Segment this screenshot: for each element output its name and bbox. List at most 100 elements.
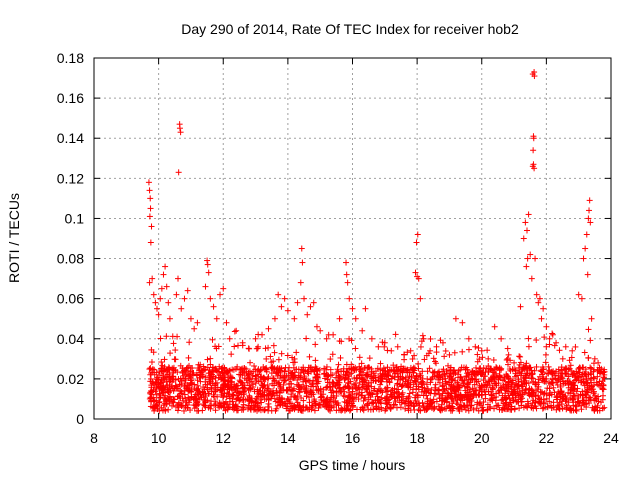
data-point — [187, 315, 194, 322]
data-point — [433, 360, 440, 367]
data-point — [405, 395, 412, 402]
data-point — [543, 323, 550, 330]
data-point — [401, 351, 408, 358]
data-point — [504, 355, 511, 362]
data-point — [594, 381, 601, 388]
data-point — [559, 370, 566, 377]
data-point — [562, 370, 569, 377]
data-point — [332, 398, 339, 405]
data-point — [451, 389, 458, 396]
data-point — [281, 377, 288, 384]
data-point — [518, 368, 525, 375]
data-point — [323, 335, 330, 342]
data-point — [591, 355, 598, 362]
data-point — [283, 372, 290, 379]
data-point — [433, 398, 440, 405]
data-point — [246, 368, 253, 375]
data-point — [191, 405, 198, 412]
data-point — [181, 387, 188, 394]
data-point — [473, 376, 480, 383]
data-point — [370, 377, 377, 384]
data-point — [319, 401, 326, 408]
data-point — [333, 374, 340, 381]
data-point — [394, 343, 401, 350]
data-point — [433, 349, 440, 356]
data-point — [522, 386, 529, 393]
data-point — [394, 394, 401, 401]
data-point — [598, 380, 605, 387]
data-point — [298, 407, 305, 414]
data-point — [237, 396, 244, 403]
data-point — [459, 397, 466, 404]
x-tick-label: 10 — [151, 430, 167, 446]
data-point — [147, 389, 154, 396]
data-point — [468, 402, 475, 409]
data-point — [204, 364, 211, 371]
data-point — [266, 403, 273, 410]
data-point — [521, 364, 528, 371]
data-point — [476, 356, 483, 363]
data-point — [161, 395, 168, 402]
data-point — [351, 382, 358, 389]
data-point — [147, 195, 154, 202]
data-point — [313, 323, 320, 330]
data-point — [532, 392, 539, 399]
data-point — [233, 327, 240, 334]
data-point — [392, 398, 399, 405]
data-point — [186, 339, 193, 346]
data-point — [358, 360, 365, 367]
data-point — [474, 351, 481, 358]
data-point — [291, 315, 298, 322]
data-point — [178, 388, 185, 395]
data-point — [512, 367, 519, 374]
data-point — [226, 335, 233, 342]
data-point — [390, 402, 397, 409]
data-point — [575, 377, 582, 384]
data-point — [254, 407, 261, 414]
data-point — [476, 386, 483, 393]
data-point — [150, 349, 157, 356]
data-point — [557, 394, 564, 401]
data-point — [388, 387, 395, 394]
data-point — [417, 295, 424, 302]
data-point — [516, 405, 523, 412]
data-point — [510, 391, 517, 398]
data-point — [439, 390, 446, 397]
data-point — [240, 389, 247, 396]
data-point — [284, 352, 291, 359]
data-point — [530, 147, 537, 154]
data-point — [220, 382, 227, 389]
data-point — [353, 390, 360, 397]
data-point — [425, 350, 432, 357]
data-point — [217, 386, 224, 393]
data-point — [175, 275, 182, 282]
data-point — [265, 325, 272, 332]
data-point — [407, 399, 414, 406]
data-point — [411, 402, 418, 409]
data-point — [543, 375, 550, 382]
data-point — [268, 364, 275, 371]
data-point — [336, 373, 343, 380]
data-point — [232, 365, 239, 372]
data-point — [540, 305, 547, 312]
data-point — [526, 392, 533, 399]
y-tick-label: 0.14 — [57, 130, 84, 146]
data-point — [558, 401, 565, 408]
data-point — [549, 371, 556, 378]
data-point — [362, 381, 369, 388]
data-point — [459, 319, 466, 326]
data-point — [478, 402, 485, 409]
data-point — [541, 334, 548, 341]
data-point — [532, 393, 539, 400]
data-point — [163, 401, 170, 408]
data-point — [205, 404, 212, 411]
data-point — [186, 362, 193, 369]
data-point — [182, 375, 189, 382]
data-point — [577, 373, 584, 380]
data-point — [262, 365, 269, 372]
data-point — [246, 382, 253, 389]
data-point — [336, 315, 343, 322]
data-point — [595, 398, 602, 405]
data-point — [289, 354, 296, 361]
data-point — [520, 235, 527, 242]
